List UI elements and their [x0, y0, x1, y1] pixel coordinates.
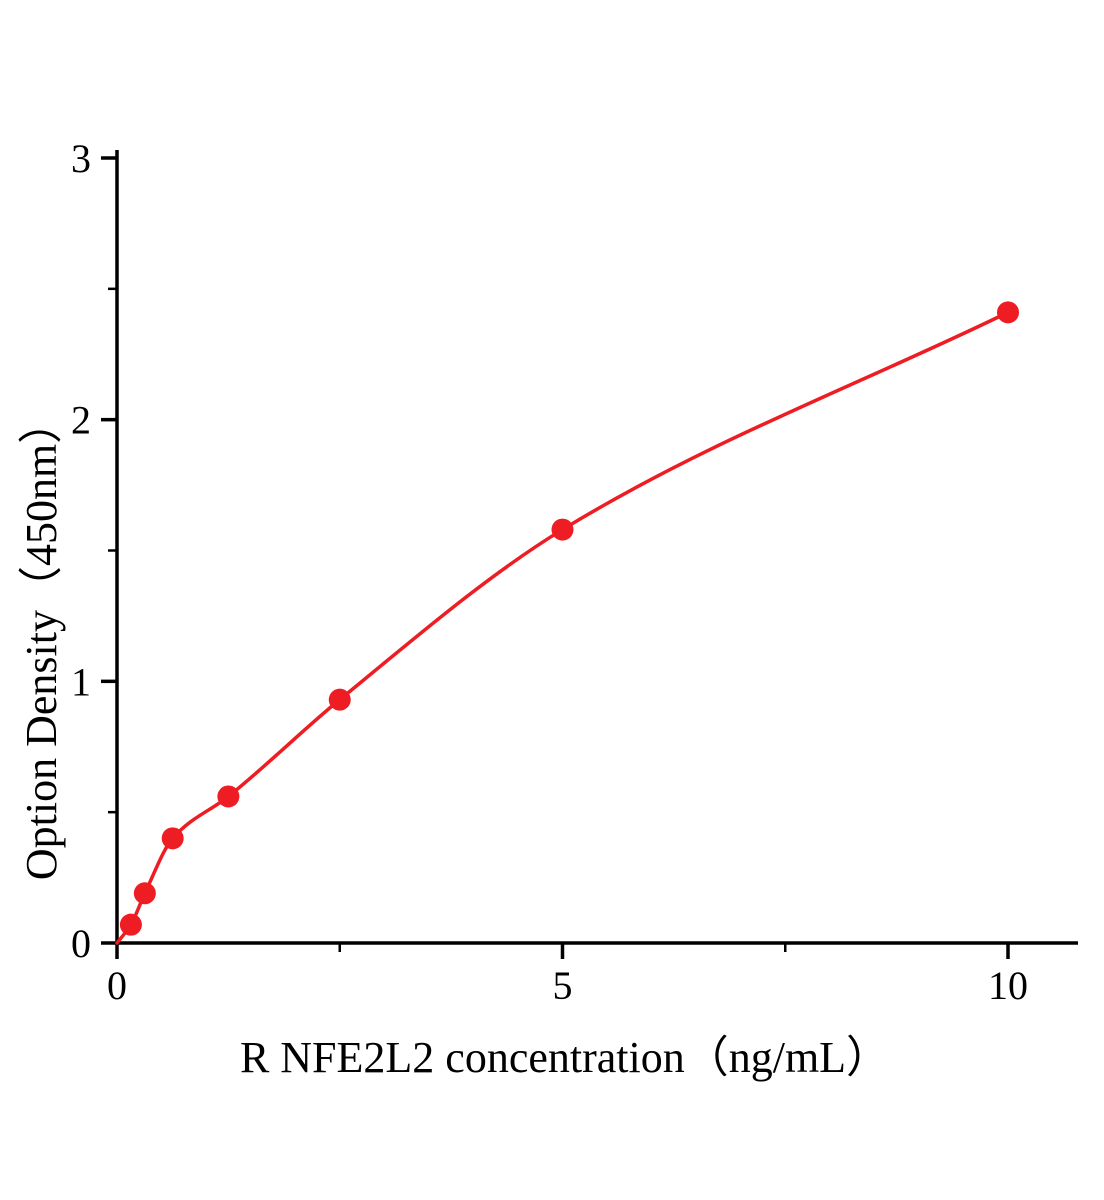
data-point-marker — [997, 301, 1019, 324]
y-axis-tick-label: 3 — [71, 136, 91, 181]
x-axis-tick-label: 0 — [107, 963, 127, 1008]
x-axis-tick-label: 5 — [553, 963, 573, 1008]
series-layer — [115, 301, 1019, 945]
fit-curve-line — [115, 310, 1010, 945]
y-axis-title: Option Density（450nm） — [17, 400, 66, 880]
y-axis-tick-label: 2 — [71, 398, 91, 443]
data-point-marker — [551, 518, 574, 541]
data-point-marker — [119, 913, 142, 936]
x-axis-tick-label: 10 — [988, 963, 1028, 1008]
data-point-marker — [161, 827, 184, 850]
data-point-marker — [328, 688, 351, 711]
axes-layer: 0 5 10 0 1 2 3 — [71, 136, 1078, 1008]
x-axis-title: R NFE2L2 concentration（ng/mL） — [240, 1033, 890, 1082]
data-point-marker — [133, 882, 156, 905]
data-point-marker — [217, 785, 240, 808]
y-axis-tick-label: 1 — [71, 659, 91, 704]
y-axis-tick-label: 0 — [71, 921, 91, 966]
